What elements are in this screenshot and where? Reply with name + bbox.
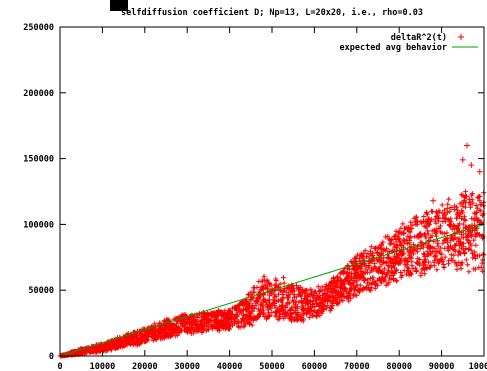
outlier-point — [468, 162, 475, 169]
y-tick-label: 0 — [49, 352, 54, 362]
legend-label-deltaR: deltaR^2(t) — [391, 33, 447, 43]
chart-title: selfdiffusion coefficient D; Np=13, L=20… — [121, 7, 423, 18]
title-artifact — [110, 0, 128, 11]
axes: 0 50000 100000 150000 200000 250000 0 10000 2000… — [23, 23, 487, 371]
y-tick-label: 250000 — [23, 23, 54, 33]
outlier-point — [464, 142, 471, 149]
x-tick-label: 80000 — [386, 362, 412, 371]
outlier-point — [430, 197, 437, 204]
outlier-point — [459, 156, 466, 163]
scatter-markers — [57, 189, 487, 359]
x-tick-label: 30000 — [174, 362, 200, 371]
x-tick-label: 70000 — [344, 362, 370, 371]
x-tick-label: 100000 — [469, 362, 487, 371]
expected-avg-line — [59, 223, 485, 357]
y-tick-label: 200000 — [23, 89, 54, 99]
legend-marker-plus — [458, 34, 464, 40]
expected-line — [59, 223, 485, 357]
outlier-point — [476, 168, 483, 175]
y-tick-label: 150000 — [23, 155, 54, 165]
y-tick-label: 50000 — [28, 286, 54, 296]
legend: deltaR^2(t)expected avg behavior — [340, 33, 478, 53]
legend-label-expected: expected avg behavior — [340, 42, 447, 53]
x-tick-label: 0 — [57, 362, 62, 371]
x-tick-label: 40000 — [217, 362, 243, 371]
x-tick-label: 60000 — [302, 362, 328, 371]
x-tick-label: 50000 — [259, 362, 285, 371]
x-tick-label: 90000 — [429, 362, 455, 371]
x-tick-label: 20000 — [132, 362, 158, 371]
x-tick-label: 10000 — [90, 362, 116, 371]
y-tick-label: 100000 — [23, 220, 54, 230]
data-points — [57, 142, 487, 359]
